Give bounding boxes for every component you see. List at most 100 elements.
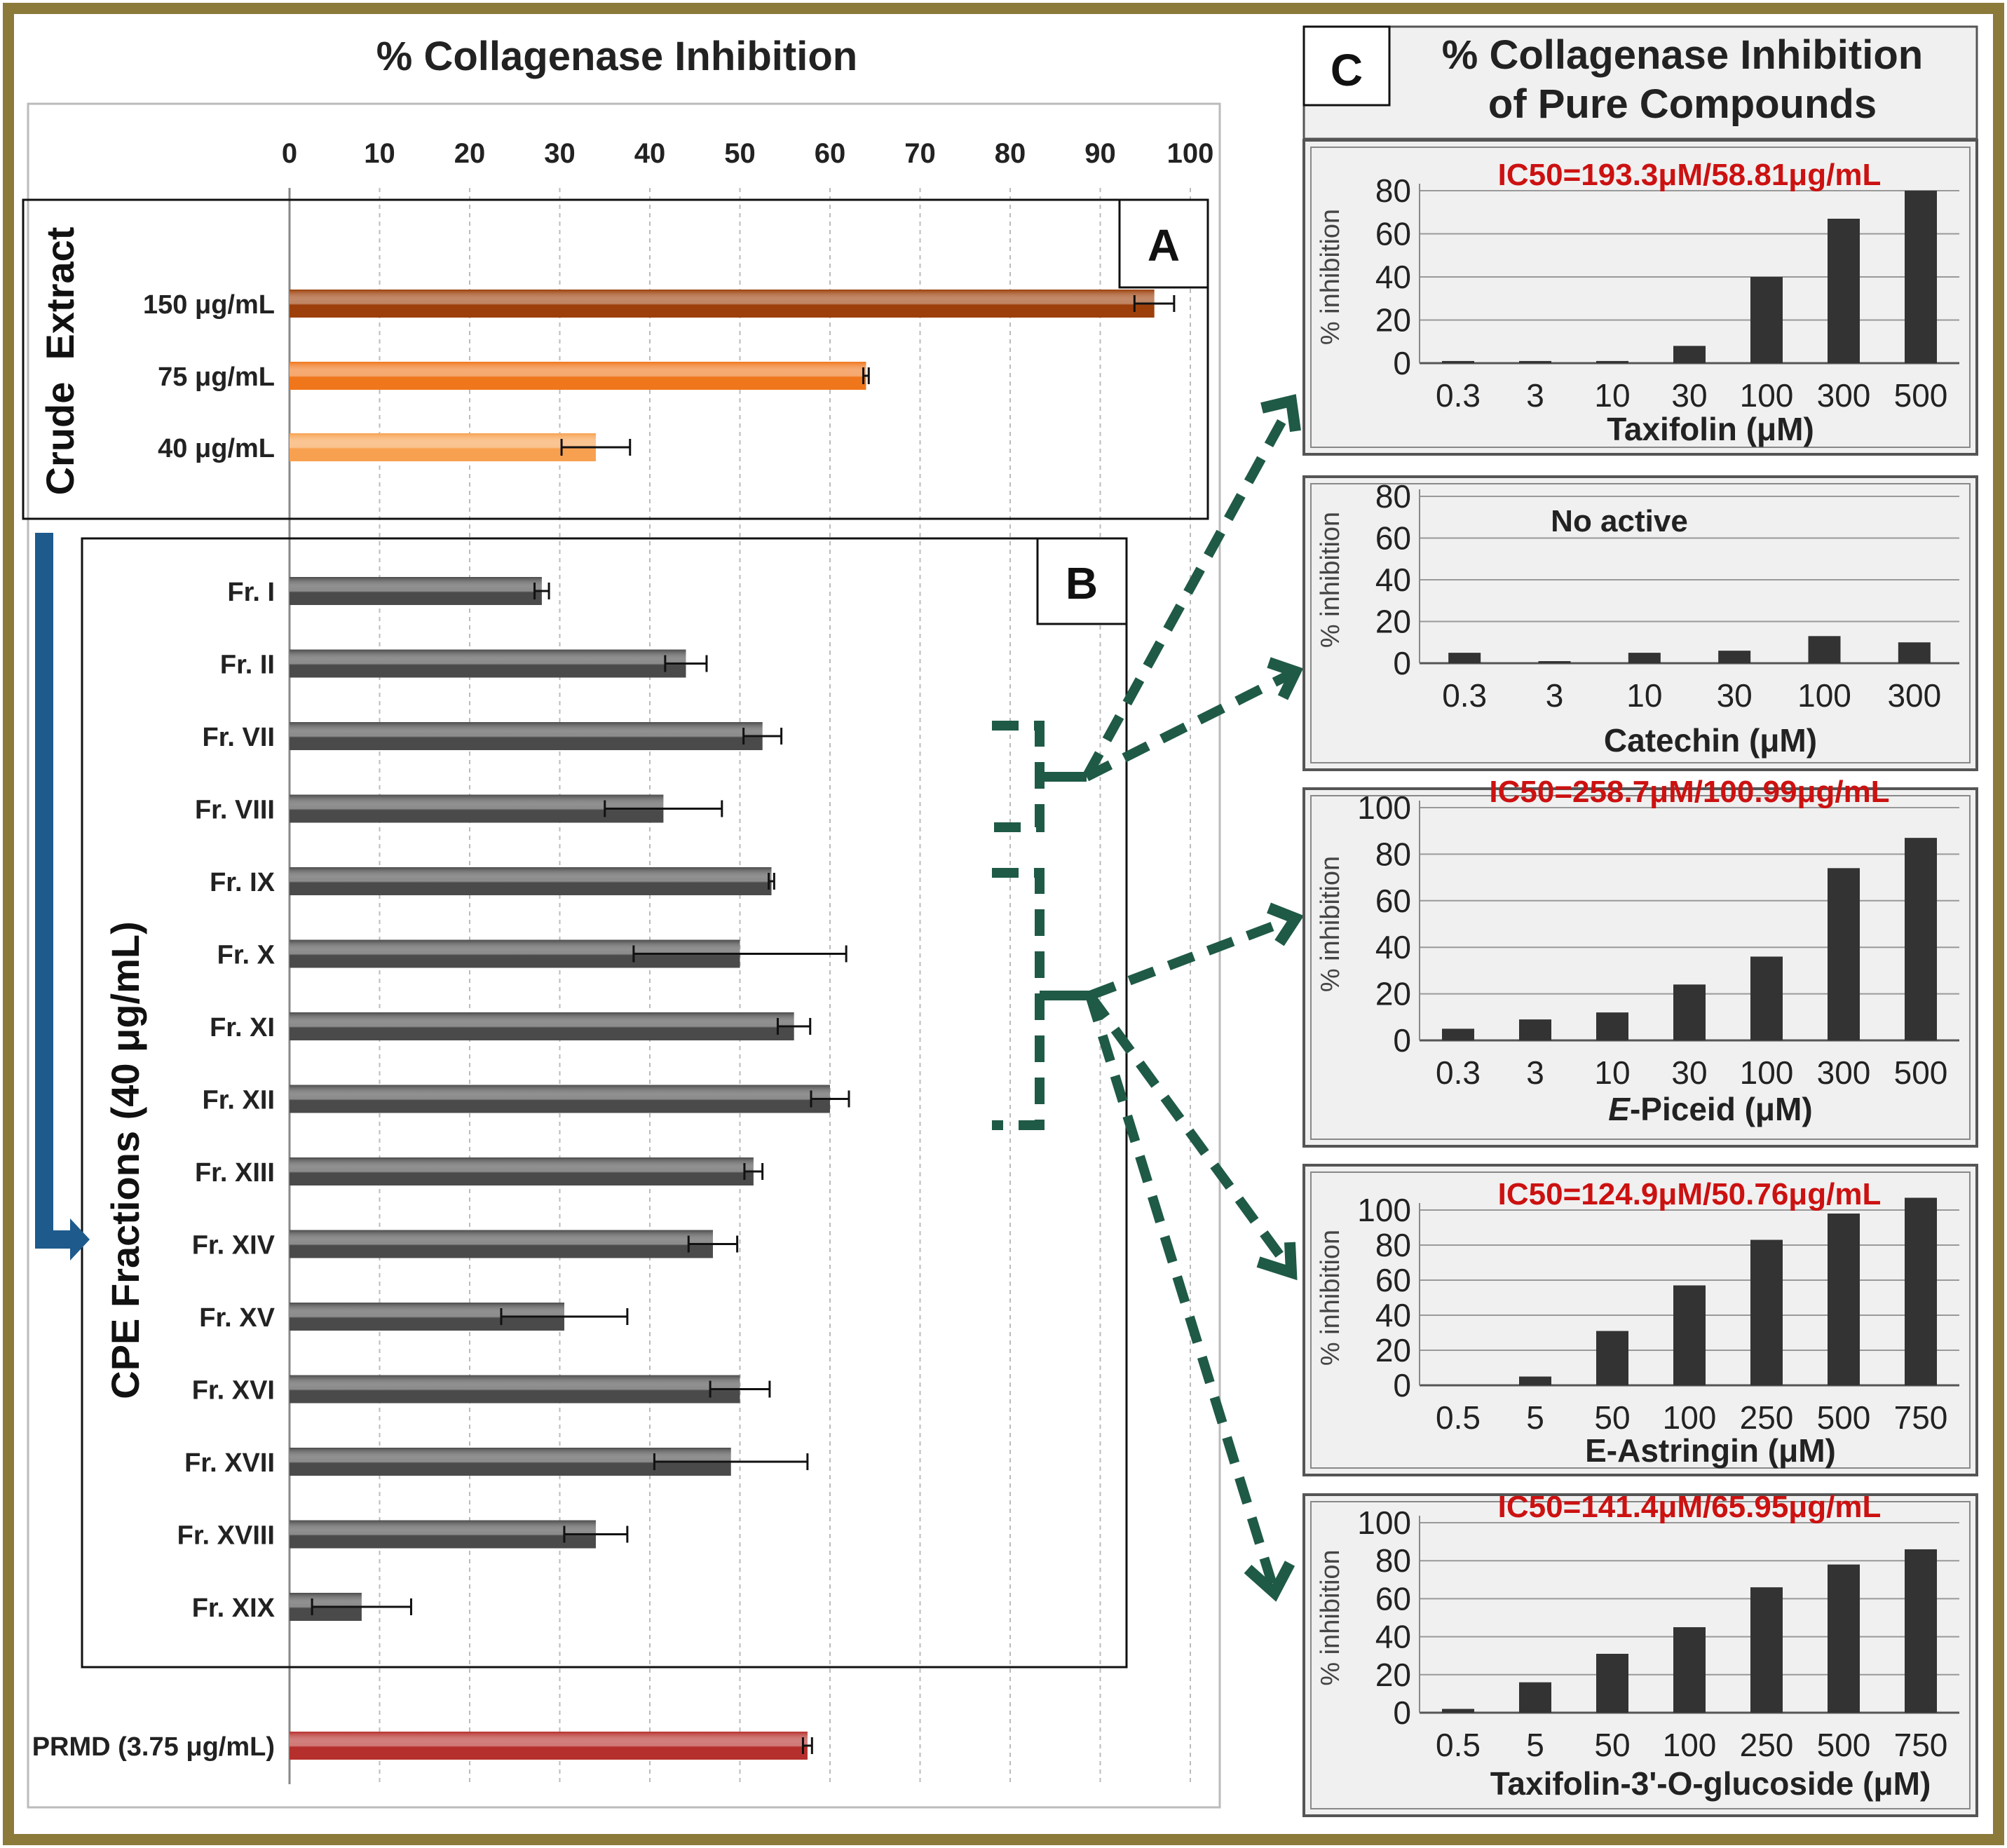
blue-arrowhead: [70, 1218, 90, 1261]
chart-tax3glc-y-label: % inhibition: [1316, 1549, 1345, 1685]
chart-taxifolin: 0 20 40 60 80 % inhibition 0.3 3 10 30 100 300 500 IC…: [1302, 139, 1978, 456]
chart-astringin-bar: [1673, 1285, 1706, 1385]
chart-catechin-x-tick: 30: [1717, 677, 1753, 714]
chart-astringin-y-label: % inhibition: [1316, 1230, 1345, 1366]
main-bar-label: Fr. II: [220, 651, 275, 680]
blue-flow-arrow: [35, 533, 74, 1249]
chart-taxifolin-x-tick: 10: [1594, 377, 1630, 414]
chart-piceid-x-tick: 100: [1740, 1054, 1794, 1091]
main-x-tick-label: 70: [904, 138, 936, 169]
panel-a-box: [22, 198, 1209, 520]
chart-astringin-bar: [1828, 1214, 1860, 1385]
main-x-ticks: 0 10 20 30 40 50 60 70 80 90 100: [282, 138, 1214, 169]
main-x-tick-label: 60: [815, 138, 846, 169]
chart-taxifolin-x-tick: 30: [1671, 377, 1707, 414]
chart-piceid-y-tick: 80: [1375, 836, 1411, 872]
chart-taxifolin-x-label: Taxifolin (μM): [1607, 411, 1814, 447]
green-arrowheads: [1244, 394, 1305, 1602]
main-bar-label: Fr. XI: [210, 1013, 275, 1042]
panel-c-header: [1302, 25, 1978, 140]
chart-piceid-y-label: % inhibition: [1316, 856, 1345, 992]
chart-taxifolin-bar: [1442, 360, 1474, 363]
main-x-tick-label: 80: [995, 138, 1026, 169]
chart-piceid-bar: [1673, 984, 1706, 1040]
panel-c-title-line1: % Collagenase Inhibition: [1442, 32, 1923, 78]
chart-piceid-inner-box: [1310, 795, 1971, 1140]
chart-tax3glc-y-tick: 60: [1375, 1580, 1411, 1617]
chart-tax3glc-bar: [1750, 1587, 1783, 1713]
chart-piceid-y-tick: 40: [1375, 929, 1411, 965]
main-plot-area: [27, 102, 1221, 1809]
chart-catechin: 0 20 40 60 80 % inhibition 0.3 3 10 30 100 300 No ac…: [1302, 475, 1978, 771]
chart-taxifolin-y-tick: 20: [1375, 302, 1411, 339]
main-bar-highlight: [290, 577, 542, 605]
main-x-tick-label: 20: [454, 138, 486, 169]
main-bar-label: Fr. VII: [203, 723, 275, 752]
chart-piceid-bar: [1519, 1019, 1551, 1040]
chart-taxifolin-annotation: IC50=193.3μM/58.81μg/mL: [1498, 158, 1882, 192]
main-bar-label: 150 μg/mL: [143, 290, 275, 320]
chart-tax3glc-bar: [1596, 1653, 1628, 1713]
chart-piceid-y-tick: 20: [1375, 976, 1411, 1012]
chart-piceid-x-tick: 500: [1894, 1054, 1948, 1091]
chart-catechin-y-tick: 0: [1393, 645, 1411, 681]
main-bar-highlight: [290, 867, 772, 895]
panel-a-label-box: [1118, 198, 1209, 289]
chart-piceid-x-label: E-Piceid (μM): [1608, 1091, 1812, 1127]
chart-catechin-x-label: Catechin (μM): [1604, 722, 1817, 759]
chart-catechin-x-tick: 0.3: [1442, 677, 1487, 714]
main-bar-label: Fr. X: [217, 941, 275, 970]
main-bar-label: Fr. XV: [199, 1303, 275, 1333]
panel-c-label-box: [1302, 25, 1391, 107]
chart-taxifolin-bar: [1828, 218, 1860, 363]
chart-piceid-box: [1302, 787, 1978, 1148]
chart-piceid-bar: [1596, 1012, 1628, 1040]
chart-tax3glc-y-tick: 0: [1393, 1694, 1411, 1731]
chart-piceid-x-label-italic: E: [1608, 1091, 1631, 1127]
chart-astringin-bar: [1596, 1331, 1628, 1385]
chart-piceid-bar: [1828, 868, 1860, 1040]
main-bar-highlight: [290, 722, 763, 750]
chart-astringin-y-tick: 60: [1375, 1262, 1411, 1298]
chart-piceid-y-tick: 60: [1375, 883, 1411, 919]
main-bar-label: PRMD (3.75 μg/mL): [32, 1732, 275, 1762]
chart-tax3glc-bar: [1673, 1627, 1706, 1713]
chart-catechin-y-tick: 40: [1375, 562, 1411, 598]
chart-taxifolin-x-tick: 300: [1817, 377, 1871, 414]
chart-piceid-x-tick: 300: [1817, 1054, 1871, 1091]
chart-tax3glc-y-tick: 40: [1375, 1619, 1411, 1655]
chart-piceid-x-tick: 30: [1671, 1054, 1707, 1091]
chart-piceid-x-tick: 10: [1594, 1054, 1630, 1091]
chart-catechin-bar: [1628, 653, 1661, 663]
outer-frame: [3, 3, 2004, 1845]
arrowhead-catechin: [1267, 657, 1304, 700]
chart-catechin-box: [1302, 475, 1978, 771]
main-bar-label: Fr. XIV: [192, 1231, 275, 1261]
main-bar-label: 75 μg/mL: [158, 362, 275, 392]
main-bar-highlight: [290, 1520, 596, 1549]
chart-tax3glc-x-label: Taxifolin-3'-O-glucoside (μM): [1490, 1765, 1931, 1802]
main-bar-label: Fr. XIX: [192, 1594, 275, 1623]
chart-taxifolin-bar: [1905, 191, 1937, 363]
main-bar-highlight: [290, 433, 596, 461]
chart-catechin-inner-box: [1310, 483, 1971, 763]
chart-catechin-bar: [1898, 642, 1931, 663]
chart-tax3glc-bar: [1905, 1549, 1937, 1713]
main-bar-label: Fr. I: [227, 578, 275, 607]
chart-piceid-bar: [1442, 1028, 1474, 1040]
chart-astringin-bar: [1750, 1239, 1783, 1385]
chart-taxifolin-x-tick: 100: [1740, 377, 1794, 414]
chart-taxifolin-y-tick: 40: [1375, 259, 1411, 295]
arrow-to-catechin: [1084, 670, 1293, 782]
chart-catechin-annotation: No active: [1551, 504, 1688, 538]
chart-taxifolin-x-tick: 3: [1526, 377, 1544, 414]
arrow-to-piceid: [1088, 915, 1292, 1000]
chart-astringin-x-tick: 0.5: [1436, 1399, 1481, 1436]
chart-catechin-bar: [1718, 651, 1751, 663]
chart-catechin-y-tick: 20: [1375, 604, 1411, 640]
chart-piceid: 0 20 40 60 80 100 % inhibition 0.3 3 10 30 100 300 50…: [1302, 775, 1978, 1148]
chart-catechin-y-tick: 80: [1375, 478, 1411, 515]
